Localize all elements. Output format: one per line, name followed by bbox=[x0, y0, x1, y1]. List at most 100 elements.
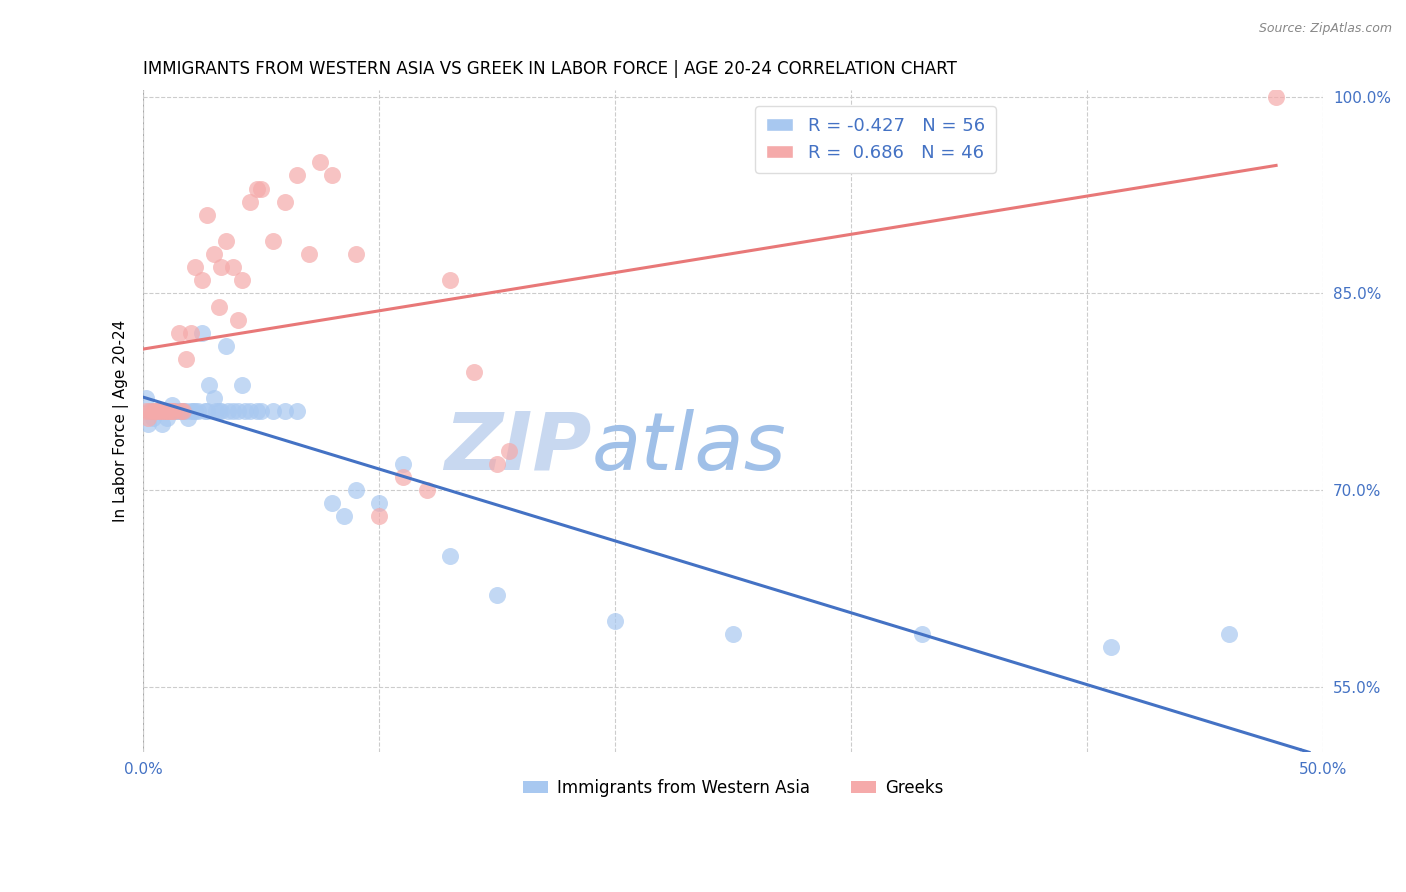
Point bbox=[202, 247, 225, 261]
Point bbox=[208, 404, 231, 418]
Point bbox=[135, 391, 157, 405]
Point bbox=[368, 496, 391, 510]
Point bbox=[187, 404, 209, 418]
Point bbox=[156, 404, 179, 418]
Point bbox=[170, 404, 193, 418]
Point bbox=[136, 417, 159, 432]
Point bbox=[177, 411, 200, 425]
Point bbox=[156, 411, 179, 425]
Point bbox=[415, 483, 437, 497]
Point bbox=[333, 509, 356, 524]
Point bbox=[238, 404, 260, 418]
Point bbox=[463, 365, 485, 379]
Point bbox=[194, 404, 217, 418]
Point bbox=[146, 404, 169, 418]
Point bbox=[344, 483, 367, 497]
Point bbox=[135, 404, 157, 418]
Point bbox=[202, 391, 225, 405]
Point bbox=[198, 378, 221, 392]
Point bbox=[143, 404, 166, 418]
Point bbox=[321, 496, 343, 510]
Point bbox=[368, 509, 391, 524]
Point bbox=[163, 404, 186, 418]
Point bbox=[150, 404, 173, 418]
Point bbox=[153, 404, 176, 418]
Point bbox=[142, 411, 165, 425]
Point bbox=[195, 404, 218, 418]
Point bbox=[605, 614, 627, 628]
Point bbox=[184, 260, 207, 275]
Text: IMMIGRANTS FROM WESTERN ASIA VS GREEK IN LABOR FORCE | AGE 20-24 CORRELATION CHA: IMMIGRANTS FROM WESTERN ASIA VS GREEK IN… bbox=[143, 60, 957, 78]
Point bbox=[392, 457, 415, 471]
Point bbox=[181, 404, 204, 418]
Point bbox=[167, 404, 190, 418]
Point bbox=[285, 169, 308, 183]
Point bbox=[165, 404, 187, 418]
Point bbox=[163, 404, 186, 418]
Point bbox=[170, 404, 193, 418]
Point bbox=[392, 470, 415, 484]
Point bbox=[172, 404, 194, 418]
Point bbox=[262, 404, 284, 418]
Point bbox=[486, 588, 509, 602]
Point bbox=[157, 404, 180, 418]
Text: atlas: atlas bbox=[592, 409, 786, 487]
Point bbox=[344, 247, 367, 261]
Point bbox=[160, 398, 183, 412]
Point bbox=[179, 326, 201, 340]
Point bbox=[1265, 90, 1288, 104]
Point bbox=[160, 404, 183, 418]
Point bbox=[208, 300, 231, 314]
Point bbox=[184, 404, 207, 418]
Point bbox=[233, 404, 256, 418]
Point bbox=[250, 404, 273, 418]
Point bbox=[195, 208, 218, 222]
Point bbox=[285, 404, 308, 418]
Point bbox=[222, 404, 245, 418]
Point bbox=[498, 443, 520, 458]
Point bbox=[136, 411, 159, 425]
Point bbox=[486, 457, 509, 471]
Point bbox=[226, 404, 249, 418]
Text: ZIP: ZIP bbox=[444, 409, 592, 487]
Legend: Immigrants from Western Asia, Greeks: Immigrants from Western Asia, Greeks bbox=[517, 772, 950, 804]
Point bbox=[911, 627, 934, 641]
Point bbox=[149, 404, 172, 418]
Point bbox=[1218, 627, 1240, 641]
Point bbox=[439, 549, 461, 563]
Text: Source: ZipAtlas.com: Source: ZipAtlas.com bbox=[1258, 22, 1392, 36]
Y-axis label: In Labor Force | Age 20-24: In Labor Force | Age 20-24 bbox=[114, 320, 129, 523]
Point bbox=[238, 194, 260, 209]
Point bbox=[215, 339, 238, 353]
Point bbox=[209, 260, 232, 275]
Point bbox=[1288, 772, 1310, 786]
Point bbox=[245, 404, 267, 418]
Point bbox=[205, 404, 228, 418]
Point bbox=[309, 155, 332, 169]
Point bbox=[723, 627, 745, 641]
Point bbox=[262, 234, 284, 248]
Point bbox=[139, 404, 162, 418]
Point bbox=[172, 404, 194, 418]
Point bbox=[231, 273, 253, 287]
Point bbox=[167, 326, 190, 340]
Point bbox=[321, 169, 343, 183]
Point bbox=[157, 404, 180, 418]
Point bbox=[191, 326, 214, 340]
Point bbox=[274, 194, 297, 209]
Point bbox=[153, 404, 176, 418]
Point bbox=[139, 404, 162, 418]
Point bbox=[274, 404, 297, 418]
Point bbox=[142, 404, 165, 418]
Point bbox=[250, 181, 273, 195]
Point bbox=[222, 260, 245, 275]
Point bbox=[231, 378, 253, 392]
Point bbox=[174, 351, 197, 366]
Point bbox=[146, 404, 169, 418]
Point bbox=[439, 273, 461, 287]
Point bbox=[217, 404, 239, 418]
Point bbox=[179, 404, 201, 418]
Point bbox=[191, 273, 214, 287]
Point bbox=[149, 404, 172, 418]
Point bbox=[1099, 640, 1122, 655]
